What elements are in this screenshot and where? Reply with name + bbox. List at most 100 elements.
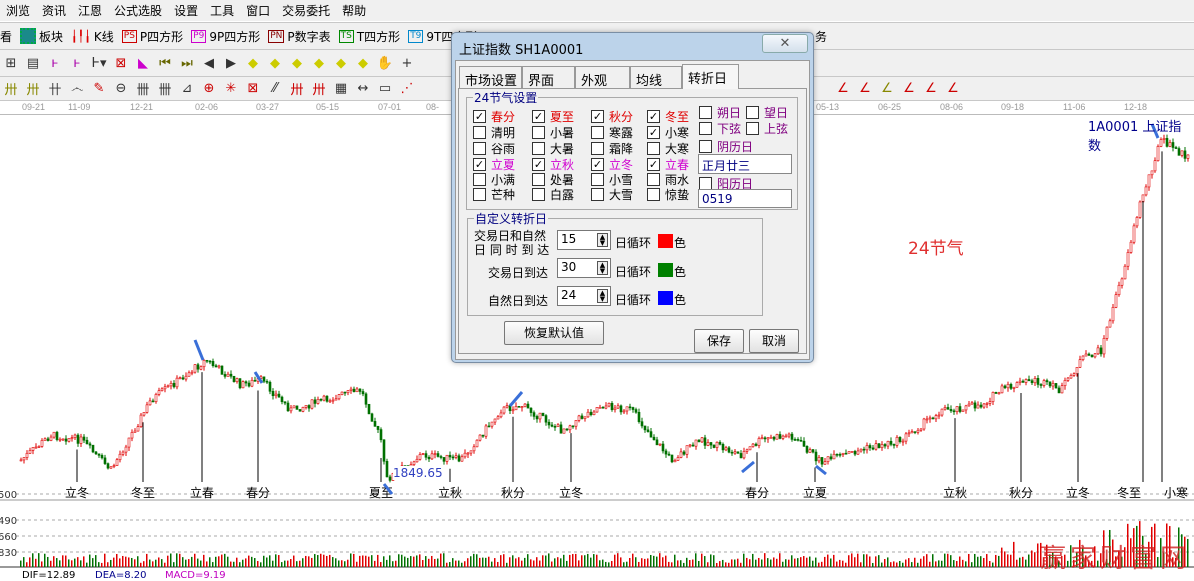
- diamond-all-icon[interactable]: ◆: [336, 55, 346, 71]
- lines-icon[interactable]: 卌: [136, 83, 150, 98]
- menu-help[interactable]: 帮助: [342, 4, 367, 18]
- fan-icon[interactable]: ∠: [859, 81, 871, 96]
- slash-icon[interactable]: ⁄⁄: [272, 81, 278, 96]
- menu-settings[interactable]: 设置: [174, 4, 199, 18]
- left-icon[interactable]: ◀: [204, 55, 214, 71]
- fan-icon[interactable]: ∠: [903, 81, 915, 96]
- shen-icon[interactable]: 卅: [290, 83, 304, 98]
- rect-icon[interactable]: ▭: [378, 81, 392, 96]
- checkbox-solar-term[interactable]: 大暑: [532, 140, 574, 157]
- menu-formula[interactable]: 公式选股: [114, 4, 163, 18]
- checkbox-solar-term[interactable]: 大寒: [647, 140, 689, 157]
- menu-gann[interactable]: 江恩: [78, 4, 103, 18]
- last-icon[interactable]: ⏭: [181, 55, 193, 71]
- tab-appearance[interactable]: 外观: [575, 66, 630, 89]
- toolbar-p-numtable[interactable]: PN P数字表: [268, 29, 331, 44]
- restore-defaults-button[interactable]: 恢复默认值: [504, 321, 604, 345]
- spinner-arrows-icon[interactable]: ▲ ▼: [597, 261, 608, 275]
- checkbox-solar-term[interactable]: 谷雨: [473, 140, 515, 157]
- toolbar-t-square[interactable]: TS T四方形: [338, 29, 401, 44]
- checkbox-last-quarter[interactable]: 下弦: [699, 120, 741, 137]
- n2-icon[interactable]: 卌: [158, 83, 172, 98]
- cycle-natural-spinner[interactable]: 24 ▲ ▼: [557, 286, 611, 306]
- menu-tools[interactable]: 工具: [210, 4, 235, 18]
- toolbar-sector[interactable]: 板块: [20, 28, 63, 45]
- flag-icon[interactable]: Ⱶ▾: [91, 55, 107, 71]
- color-swatch-red[interactable]: [658, 234, 673, 248]
- checkbox-solar-term[interactable]: 寒露: [591, 124, 633, 141]
- diamond-right-icon[interactable]: ◆: [270, 55, 280, 71]
- tab-market-settings[interactable]: 市场设置: [459, 66, 522, 89]
- circle-icon[interactable]: ⊖: [115, 81, 127, 96]
- target-icon[interactable]: ⊕: [203, 81, 215, 96]
- crosshair-icon[interactable]: +: [401, 55, 413, 71]
- color-swatch-blue[interactable]: [658, 291, 673, 305]
- period3-icon[interactable]: ⱶ: [51, 55, 59, 71]
- checkbox-solar-term[interactable]: 小满: [473, 171, 515, 188]
- cancel-line-icon[interactable]: ⊠: [115, 55, 127, 71]
- measure-icon[interactable]: ↔: [357, 81, 369, 96]
- checkbox-solar-day[interactable]: 阳历日: [699, 175, 753, 192]
- document-icon[interactable]: ▤: [26, 55, 40, 71]
- gann-tool-icon[interactable]: 卄: [48, 83, 62, 98]
- lunar-day-input[interactable]: 正月廿三: [698, 154, 792, 174]
- diamond-shrink-icon[interactable]: ◆: [314, 55, 324, 71]
- menu-trade[interactable]: 交易委托: [282, 4, 331, 18]
- tab-turning-day[interactable]: 转折日: [682, 64, 739, 89]
- star-icon[interactable]: ✳: [225, 81, 237, 96]
- checkbox-solar-term[interactable]: 雨水: [647, 171, 689, 188]
- gann-tool-icon[interactable]: 卅: [4, 83, 18, 98]
- save-button[interactable]: 保存: [694, 329, 744, 353]
- close-button[interactable]: ✕: [762, 34, 808, 53]
- menu-browse[interactable]: 浏览: [6, 4, 31, 18]
- checkbox-solar-term[interactable]: ✓ 夏至: [532, 108, 574, 125]
- right-icon[interactable]: ▶: [226, 55, 236, 71]
- cycle-both-spinner[interactable]: 15 ▲ ▼: [557, 230, 611, 250]
- checkbox-solar-term[interactable]: 惊蛰: [647, 186, 689, 203]
- checkbox-solar-term[interactable]: ✓ 秋分: [591, 108, 633, 125]
- tool-icon[interactable]: ⊞: [5, 55, 17, 71]
- toolbar-kline[interactable]: ╽╿╽ K线: [71, 29, 114, 44]
- diamond-left-icon[interactable]: ◆: [248, 55, 258, 71]
- spinner-arrows-icon[interactable]: ▲ ▼: [597, 289, 608, 303]
- cancel-button[interactable]: 取消: [749, 329, 799, 353]
- checkbox-solar-term[interactable]: ✓ 立夏: [473, 156, 515, 173]
- checkbox-solar-term[interactable]: ✓ 立秋: [532, 156, 574, 173]
- spinner-arrows-icon[interactable]: ▲ ▼: [597, 233, 608, 247]
- tab-interface[interactable]: 界面: [522, 66, 575, 89]
- checkbox-solar-term[interactable]: ✓ 小寒: [647, 124, 689, 141]
- fan-icon[interactable]: ∠: [837, 81, 849, 96]
- table-icon[interactable]: ▦: [334, 81, 348, 96]
- solar-day-input[interactable]: 0519: [698, 189, 792, 208]
- diamond-move-icon[interactable]: ◆: [358, 55, 368, 71]
- hand-icon[interactable]: ✋: [376, 55, 394, 71]
- menu-news[interactable]: 资讯: [42, 4, 67, 18]
- ying-icon[interactable]: 卅: [312, 83, 326, 98]
- pen-icon[interactable]: ✎: [93, 81, 105, 96]
- box-icon[interactable]: ⊠: [247, 81, 259, 96]
- checkbox-solar-term[interactable]: ✓ 立冬: [591, 156, 633, 173]
- checkbox-full-moon[interactable]: 望日: [746, 104, 788, 121]
- checkbox-solar-term[interactable]: 白露: [532, 186, 574, 203]
- fan-icon[interactable]: ∠: [925, 81, 937, 96]
- checkbox-solar-term[interactable]: 小暑: [532, 124, 574, 141]
- checkbox-solar-term[interactable]: 处暑: [532, 171, 574, 188]
- checkbox-solar-term[interactable]: ✓ 春分: [473, 108, 515, 125]
- checkbox-solar-term[interactable]: 霜降: [591, 140, 633, 157]
- gann-tool-icon[interactable]: 卅: [26, 83, 40, 98]
- checkbox-solar-term[interactable]: ✓ 立春: [647, 156, 689, 173]
- checkbox-lunar-day[interactable]: 阴历日: [699, 138, 753, 155]
- toolbar-p-square[interactable]: PS P四方形: [121, 29, 184, 44]
- checkbox-new-moon[interactable]: 朔日: [699, 104, 741, 121]
- checkbox-solar-term[interactable]: 清明: [473, 124, 515, 141]
- checkbox-first-quarter[interactable]: 上弦: [746, 120, 788, 137]
- checkbox-solar-term[interactable]: 芒种: [473, 186, 515, 203]
- toolbar-9p-square[interactable]: P9 9P四方形: [191, 29, 261, 44]
- fan-icon[interactable]: ∠: [881, 81, 893, 96]
- triangle-icon[interactable]: ◣: [138, 55, 148, 71]
- fan-icon[interactable]: ∠: [947, 81, 959, 96]
- angle-icon[interactable]: ⊿: [181, 81, 193, 96]
- checkbox-solar-term[interactable]: ✓ 冬至: [647, 108, 689, 125]
- period9-icon[interactable]: ⱶ: [73, 55, 81, 71]
- checkbox-solar-term[interactable]: 大雪: [591, 186, 633, 203]
